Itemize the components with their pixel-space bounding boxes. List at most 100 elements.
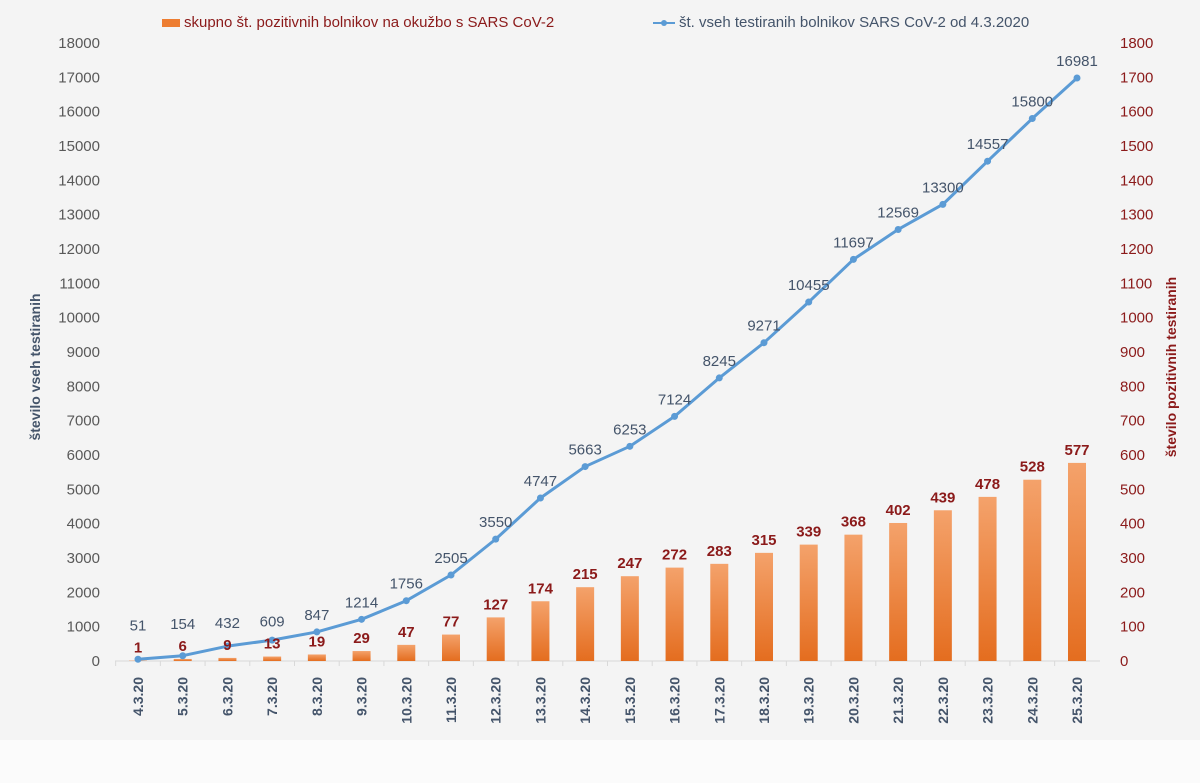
x-tick-label: 10.3.20 bbox=[398, 677, 414, 724]
bar-positive bbox=[710, 563, 729, 661]
line-point-tested bbox=[939, 200, 947, 208]
bar-positive bbox=[352, 651, 371, 661]
y-left-tick-label: 4000 bbox=[67, 516, 100, 533]
x-tick-label: 4.3.20 bbox=[130, 677, 146, 716]
data-label-positive: 19 bbox=[309, 633, 326, 650]
data-label-positive: 247 bbox=[617, 555, 642, 572]
bar-positive bbox=[889, 522, 908, 661]
data-label-tested: 14557 bbox=[967, 136, 1009, 153]
legend-item-positive: skupno št. pozitivnih bolnikov na okužbo… bbox=[162, 14, 554, 31]
y-right-tick-label: 100 bbox=[1120, 619, 1145, 636]
y-left-tick-label: 17000 bbox=[58, 69, 100, 86]
y-right-tick-label: 500 bbox=[1120, 481, 1145, 498]
y-left-tick-label: 0 bbox=[92, 653, 100, 670]
data-label-positive: 6 bbox=[179, 638, 187, 655]
y-left-tick-label: 9000 bbox=[67, 344, 100, 361]
y-right-tick-label: 0 bbox=[1120, 653, 1128, 670]
x-tick-label: 25.3.20 bbox=[1069, 677, 1085, 724]
y-left-tick-label: 7000 bbox=[67, 413, 100, 430]
bar-positive bbox=[665, 567, 684, 661]
line-point-tested bbox=[447, 571, 455, 579]
x-tick-label: 5.3.20 bbox=[175, 677, 191, 716]
y-right-tick-label: 800 bbox=[1120, 378, 1145, 395]
bar-positive bbox=[978, 496, 997, 661]
y-left-tick-label: 15000 bbox=[58, 138, 100, 155]
y-left-tick-label: 14000 bbox=[58, 172, 100, 189]
x-tick-label: 18.3.20 bbox=[756, 677, 772, 724]
x-tick-label: 23.3.20 bbox=[980, 677, 996, 724]
line-point-tested bbox=[268, 636, 276, 644]
x-tick-label: 8.3.20 bbox=[309, 677, 325, 716]
data-label-tested: 11697 bbox=[833, 234, 874, 251]
data-label-positive: 174 bbox=[528, 580, 554, 597]
y-left-tick-label: 11000 bbox=[59, 275, 100, 292]
y-left-tick-label: 1000 bbox=[67, 619, 100, 636]
line-point-tested bbox=[805, 298, 813, 306]
line-point-tested bbox=[760, 339, 768, 347]
line-point-tested bbox=[1073, 74, 1081, 82]
data-label-tested: 16981 bbox=[1056, 53, 1098, 70]
data-label-positive: 47 bbox=[398, 624, 415, 641]
data-label-tested: 12569 bbox=[877, 204, 919, 221]
x-tick-label: 24.3.20 bbox=[1024, 677, 1040, 724]
legend-label-positive: skupno št. pozitivnih bolnikov na okužbo… bbox=[184, 14, 555, 31]
x-tick-label: 22.3.20 bbox=[935, 677, 951, 724]
data-label-tested: 1756 bbox=[390, 576, 423, 593]
data-label-positive: 77 bbox=[443, 614, 460, 631]
data-label-positive: 439 bbox=[930, 489, 955, 506]
x-tick-label: 21.3.20 bbox=[890, 677, 906, 724]
x-tick-label: 17.3.20 bbox=[711, 677, 727, 724]
y-left-tick-label: 3000 bbox=[67, 550, 100, 567]
line-point-tested bbox=[402, 597, 410, 605]
bar-positive bbox=[442, 634, 460, 661]
y-right-tick-label: 1400 bbox=[1120, 172, 1153, 189]
y-left-tick-label: 5000 bbox=[67, 481, 100, 498]
x-tick-label: 19.3.20 bbox=[801, 677, 817, 724]
data-label-tested: 4747 bbox=[524, 473, 557, 490]
x-tick-label: 11.3.20 bbox=[443, 677, 459, 723]
bar-positive bbox=[1068, 462, 1086, 661]
y-right-tick-label: 1700 bbox=[1120, 69, 1153, 86]
data-label-tested: 9271 bbox=[747, 318, 780, 335]
bar-positive bbox=[1023, 479, 1042, 661]
bar-positive bbox=[799, 544, 818, 661]
bar-positive bbox=[486, 617, 505, 661]
bar-positive bbox=[531, 601, 550, 661]
data-label-positive: 339 bbox=[796, 524, 821, 541]
x-tick-label: 14.3.20 bbox=[577, 677, 593, 724]
y-right-axis-title: število pozitivnih testiranih bbox=[1163, 277, 1179, 457]
data-label-positive: 478 bbox=[975, 476, 1000, 493]
y-right-tick-label: 600 bbox=[1120, 447, 1145, 464]
bar-positive bbox=[397, 644, 416, 661]
data-label-positive: 528 bbox=[1020, 459, 1045, 476]
data-label-tested: 6253 bbox=[613, 421, 646, 438]
line-tested bbox=[137, 76, 1079, 661]
line-point-tested bbox=[179, 652, 187, 660]
line-point-tested bbox=[581, 463, 589, 471]
line-point-tested bbox=[984, 157, 992, 165]
bottom-margin bbox=[0, 740, 1200, 783]
x-tick-label: 15.3.20 bbox=[622, 677, 638, 724]
data-label-positive: 402 bbox=[886, 502, 911, 519]
line-point-tested bbox=[671, 412, 679, 420]
data-label-positive: 1 bbox=[134, 640, 142, 657]
x-tick-label: 20.3.20 bbox=[845, 677, 861, 724]
y-left-axis-title: število vseh testiranih bbox=[27, 293, 43, 440]
bar-positive bbox=[620, 576, 639, 661]
x-tick-label: 6.3.20 bbox=[219, 677, 235, 716]
data-label-tested: 15800 bbox=[1011, 94, 1053, 111]
line-point-tested bbox=[358, 615, 366, 623]
data-label-tested: 13300 bbox=[922, 179, 964, 196]
data-label-tested: 1214 bbox=[345, 594, 378, 611]
y-right-tick-label: 1300 bbox=[1120, 207, 1153, 224]
y-right-tick-label: 1100 bbox=[1120, 275, 1152, 292]
line-swatch-icon bbox=[653, 19, 675, 26]
x-tick-label: 12.3.20 bbox=[488, 677, 504, 724]
bar-swatch-icon bbox=[162, 18, 180, 27]
data-label-tested: 5663 bbox=[568, 442, 601, 459]
y-right-tick-label: 1000 bbox=[1120, 310, 1153, 327]
x-tick-label: 16.3.20 bbox=[667, 677, 683, 724]
data-label-positive: 215 bbox=[573, 566, 598, 583]
y-left-tick-label: 10000 bbox=[58, 310, 100, 327]
